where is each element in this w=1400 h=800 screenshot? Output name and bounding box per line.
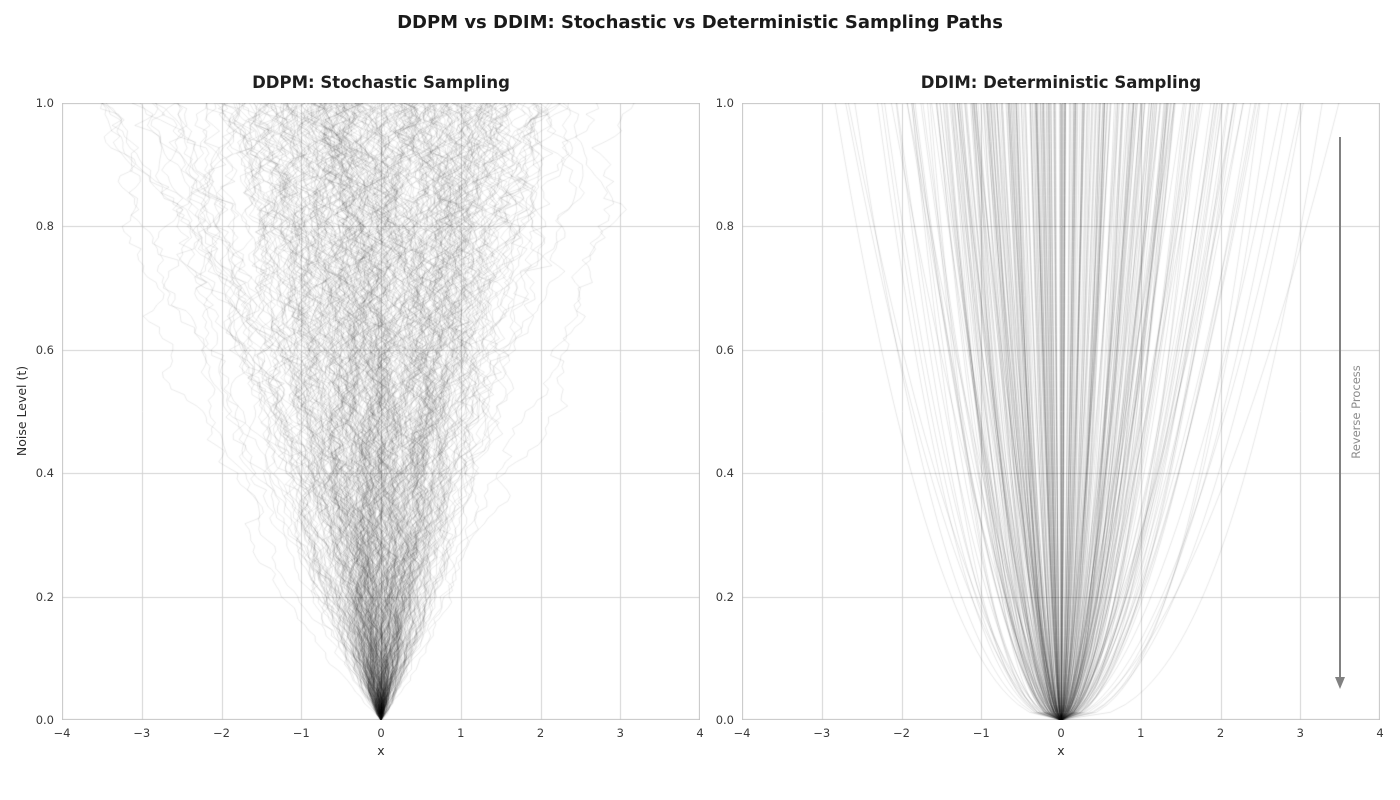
x-tick-label: −1: [292, 726, 310, 740]
reverse-process-arrowhead: [1334, 677, 1345, 690]
x-tick-label: −4: [733, 726, 751, 740]
x-tick-label: −4: [53, 726, 71, 740]
y-tick-label: 0.6: [715, 342, 734, 357]
y-tick-label: 1.0: [715, 96, 734, 110]
y-tick-label: 0.8: [35, 219, 54, 234]
x-tick-label: 3: [1296, 726, 1304, 740]
ddpm-ylabel: Noise Level (t): [14, 365, 29, 457]
reverse-process-label: Reverse Process: [1349, 364, 1364, 459]
x-tick-label: 2: [536, 726, 545, 740]
x-tick-label: 2: [1216, 726, 1225, 740]
x-tick-label: −1: [972, 726, 990, 740]
y-tick-label: 0.4: [715, 466, 734, 481]
y-tick-label: 0.4: [35, 466, 54, 481]
ddim-subplot: DDIM: Deterministic Sampling x −4 −3 −2 −1 0…: [716, 73, 1384, 758]
x-tick-label: 1: [457, 726, 465, 740]
reverse-process-arrow: [1338, 136, 1342, 678]
figure-suptitle: DDPM vs DDIM: Stochastic vs Deterministi…: [397, 12, 1003, 33]
x-tick-label: −3: [813, 726, 831, 740]
x-tick-label: 1: [1137, 726, 1145, 740]
ddim-title: DDIM: Deterministic Sampling: [920, 73, 1202, 92]
y-tick-label: 0.6: [35, 342, 54, 357]
x-tick-label: 4: [1376, 726, 1384, 740]
ddpm-subplot: DDPM: Stochastic Sampling x −4 −3 −2 −1 0 1 2 3…: [36, 73, 704, 758]
ddpm-xlabel: x: [377, 743, 385, 758]
y-tick-label: 0.0: [715, 713, 734, 727]
y-tick-label: 0.2: [35, 589, 54, 604]
x-tick-label: 0: [377, 726, 385, 740]
x-tick-label: −3: [133, 726, 151, 740]
x-tick-label: −2: [893, 726, 910, 740]
x-tick-label: 0: [1057, 726, 1065, 740]
ddim-plot-area: [742, 103, 1380, 720]
x-tick-label: 3: [616, 726, 624, 740]
y-tick-label: 0.8: [715, 219, 734, 234]
y-tick-label: 0.0: [35, 713, 54, 727]
y-tick-label: 1.0: [35, 96, 54, 110]
ddpm-plot-area: [62, 103, 700, 720]
ddim-xlabel: x: [1057, 743, 1065, 758]
x-tick-label: −2: [213, 726, 230, 740]
ddpm-title: DDPM: Stochastic Sampling: [252, 73, 510, 92]
x-tick-label: 4: [696, 726, 704, 740]
y-tick-label: 0.2: [715, 589, 734, 604]
